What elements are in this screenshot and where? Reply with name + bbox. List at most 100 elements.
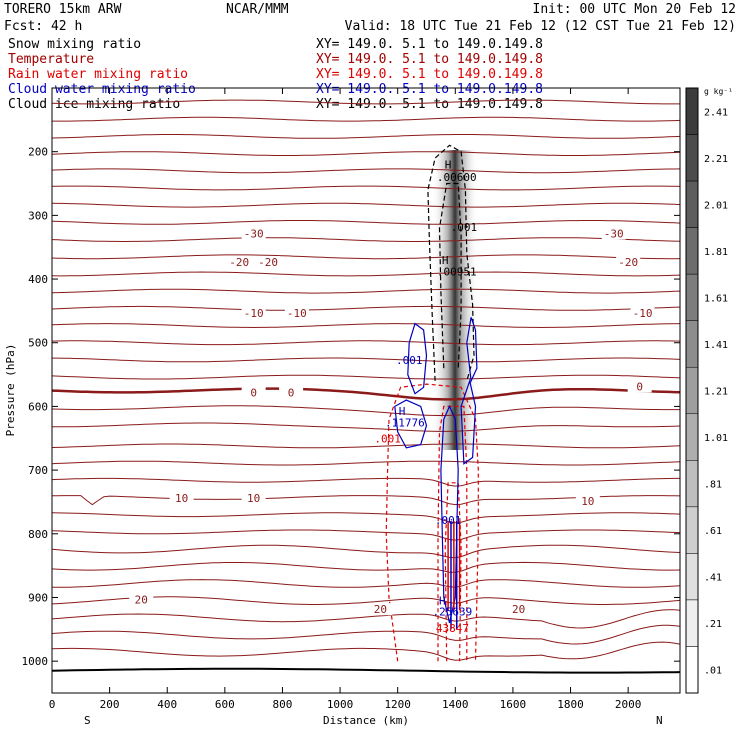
colorbar-label: 1.01 (704, 433, 728, 444)
temperature-contour-line (52, 561, 680, 573)
temperature-label-background (368, 603, 393, 616)
contour-labels: -30 -30 -20 -20 -20 -10 -10 -10 0 0 0 10 10 10 20 20 20 H… (129, 88, 655, 635)
y-tick-label: 700 (28, 464, 48, 477)
temperature-label-background (601, 227, 626, 240)
colorbar-swatch (685, 180, 699, 228)
temperature-contour-line (52, 151, 680, 156)
colorbar-label: .81 (704, 480, 722, 491)
legend-xy-cloud-water: XY= 149.0. 5.1 to 149.0.149.8 (316, 82, 543, 97)
colorbar-swatch (685, 553, 699, 601)
colorbar-unit: g kg⁻¹ (704, 87, 733, 96)
contour-annotation: .001 (396, 354, 423, 367)
contour-annotation: .11776 (385, 416, 425, 429)
model-title: TORERO 15km ARW (4, 2, 122, 17)
rain-contour (385, 383, 479, 662)
temperature-label-background (241, 386, 266, 399)
temperature-contour-label: 20 (374, 603, 387, 616)
temperature-contour-line (52, 529, 680, 541)
colorbar-swatch (685, 413, 699, 461)
colorbar-label: 1.41 (704, 340, 728, 351)
valid-time: Valid: 18 UTC Tue 21 Feb 12 (12 CST Tue … (345, 19, 736, 34)
temperature-contour-label: -20 (618, 256, 638, 269)
x-axis-title: Distance (km) (323, 714, 409, 727)
rain-contour (444, 482, 462, 662)
temperature-contour-label: 10 (247, 492, 260, 505)
x-tick-label: 1200 (384, 698, 411, 711)
legend-xy-snow: XY= 149.0. 5.1 to 149.0.149.8 (316, 37, 543, 52)
x-tick-label: 1600 (500, 698, 527, 711)
temperature-contour-line (52, 254, 680, 260)
temperature-contour-line (52, 374, 680, 380)
temperature-label-background (284, 307, 309, 320)
x-tick-label: 1400 (442, 698, 469, 711)
temperature-contour-line (52, 544, 680, 559)
temperature-contour-line (52, 596, 680, 605)
temperature-label-background (616, 256, 641, 269)
colorbar: g kg⁻¹ 2.41 2.21 2.01 1.81 1.61 1.41 1.21 1.01.… (685, 87, 733, 694)
temperature-contour-label: -30 (604, 227, 624, 240)
temperature-contour-label: 20 (135, 594, 148, 607)
temperature-contour-label: -20 (229, 256, 249, 269)
contour-annotation: .001 (374, 432, 401, 445)
init-time: Init: 00 UTC Mon 20 Feb 12 (533, 2, 737, 17)
temperature-contour-label: 20 (512, 603, 525, 616)
plot-area: -30 -30 -20 -20 -20 -10 -10 -10 0 0 0 10 10 10 20 20 20 H… (52, 88, 680, 674)
temperature-label-background (627, 380, 652, 393)
temperature-contour-label: 0 (250, 387, 257, 400)
colorbar-label: .61 (704, 526, 722, 537)
temperature-contour-label: 10 (581, 495, 594, 508)
y-tick-label: 600 (28, 400, 48, 413)
colorbar-swatch (685, 366, 699, 415)
y-tick-label: 500 (28, 337, 48, 350)
temperature-contour-line (52, 168, 680, 174)
temperature-contour-line (52, 340, 680, 346)
temperature-contour-line (52, 357, 680, 363)
temperature-label-background (630, 307, 655, 320)
cloud-water-contour (466, 317, 478, 384)
legend-xy-rain: XY= 149.0. 5.1 to 149.0.149.8 (316, 67, 543, 82)
contour-annotation: H (442, 254, 449, 267)
contour-annotation: .25639 (433, 605, 473, 618)
cloud-water-contour (460, 378, 477, 465)
cloud-water-contour (394, 399, 428, 449)
contour-annotation: H (439, 595, 446, 608)
temperature-contour-line (52, 99, 680, 105)
legend-label-snow: Snow mixing ratio (8, 37, 141, 52)
colorbar-label: 1.61 (704, 293, 728, 304)
temperature-contour-label: -10 (287, 307, 307, 320)
colorbar-swatch (685, 506, 699, 554)
y-tick-label: 800 (28, 528, 48, 541)
temperature-contour-line (52, 202, 680, 208)
temperature-contour-line (52, 422, 680, 432)
y-axis-title: Pressure (hPa) (4, 344, 17, 437)
x-tick-label: 1000 (327, 698, 354, 711)
contour-annotation: .00600 (437, 171, 477, 184)
x-tick-label: 1800 (557, 698, 584, 711)
x-tick-label: 800 (273, 698, 293, 711)
temperature-contour-line (52, 512, 680, 524)
legend-label-cloud-water: Cloud water mixing ratio (8, 82, 196, 97)
axes: 0 200 400 600 800 1000 1200 1400 1600 1800 2000200… (22, 88, 680, 711)
legend-label-cloud-ice: Cloud ice mixing ratio (8, 97, 180, 112)
colorbar-label: 2.21 (704, 154, 728, 165)
temperature-contour-label: -10 (244, 307, 264, 320)
temperature-contour-label: 0 (636, 380, 643, 393)
legend-xy-temperature: XY= 149.0. 5.1 to 149.0.149.8 (316, 52, 543, 67)
temperature-label-background (506, 603, 531, 616)
colorbar-swatch (685, 599, 699, 647)
colorbar-label: .21 (704, 619, 722, 630)
y-tick-label: 1000 (22, 655, 49, 668)
contour-annotation: .00951 (437, 265, 477, 278)
temperature-contour-line (52, 579, 680, 588)
contour-annotation: H (399, 405, 406, 418)
temperature-label-background (169, 491, 194, 504)
rain-contour (437, 405, 468, 662)
colorbar-swatch (685, 87, 699, 135)
temperature-contour-line (52, 185, 680, 191)
contour-annotation: H (445, 158, 452, 171)
temperature-contour-line (52, 624, 680, 645)
x-tick-label: 2000 (615, 698, 642, 711)
temperature-contours (52, 99, 680, 674)
temperature-contour-label: 0 (288, 387, 295, 400)
plot-frame (51, 87, 681, 694)
